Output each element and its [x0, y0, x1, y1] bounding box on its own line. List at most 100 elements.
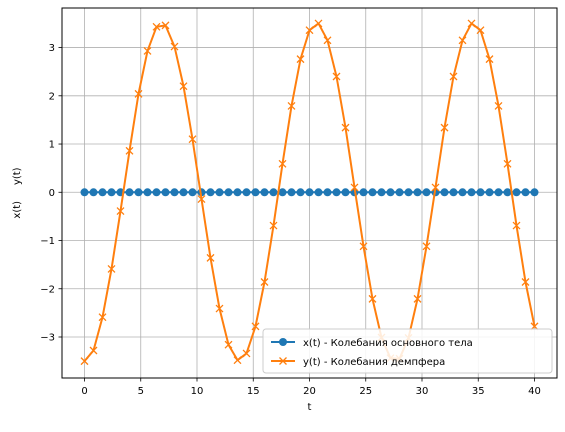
data-point [143, 188, 152, 197]
data-point [458, 188, 467, 197]
data-point [404, 188, 413, 197]
data-point [224, 340, 233, 349]
data-point [332, 72, 341, 81]
data-point [476, 188, 485, 197]
data-point [287, 101, 296, 110]
legend-marker [279, 338, 287, 346]
legend-item: y(t) - Колебания демпфера [271, 357, 445, 368]
legend-item: x(t) - Колебания основного тела [271, 338, 473, 349]
data-point [305, 26, 314, 35]
data-point [431, 183, 440, 192]
data-point [449, 72, 458, 81]
x-axis-label: t [308, 402, 312, 413]
data-point [89, 346, 98, 355]
data-point [323, 188, 332, 197]
data-point [503, 159, 512, 168]
y-tick-label: −2 [40, 284, 55, 295]
data-point [476, 26, 485, 35]
data-point [521, 278, 530, 286]
data-point [368, 188, 377, 197]
legend-marker [279, 357, 287, 365]
data-point [161, 188, 170, 197]
data-point [224, 188, 233, 197]
data-point [242, 349, 251, 358]
data-point [179, 82, 188, 91]
data-point [287, 188, 296, 197]
data-point [233, 188, 242, 197]
data-point [341, 188, 350, 197]
data-point [485, 188, 494, 197]
data-point [98, 188, 107, 197]
data-point [278, 159, 287, 168]
x-tick-label: 15 [247, 386, 260, 397]
data-point [188, 135, 197, 144]
data-point [440, 188, 449, 197]
data-point [80, 357, 89, 366]
x-tick-label: 30 [416, 386, 429, 397]
data-point [242, 188, 251, 197]
data-point [449, 188, 458, 197]
data-point [512, 188, 521, 197]
data-point [188, 188, 197, 197]
data-point [215, 188, 224, 197]
data-point [494, 101, 503, 110]
data-point [332, 188, 341, 197]
x-tick-label: 35 [472, 386, 485, 397]
data-point [350, 183, 359, 192]
data-point [368, 294, 377, 303]
y-tick-label: 2 [49, 91, 55, 102]
data-point [440, 123, 449, 132]
data-point [359, 242, 368, 251]
data-point [206, 253, 215, 262]
data-point [422, 242, 431, 251]
data-point [503, 188, 512, 197]
data-point [152, 22, 161, 31]
data-point [485, 55, 494, 64]
data-point [494, 188, 503, 197]
data-point [233, 356, 242, 365]
data-point [161, 21, 170, 30]
y-tick-label: 1 [49, 140, 55, 151]
data-point [197, 195, 206, 203]
data-point [179, 188, 188, 197]
data-point [134, 188, 143, 197]
legend: x(t) - Колебания основного тела y(t) - Ко… [262, 328, 553, 374]
data-point [323, 36, 332, 45]
data-point [152, 188, 161, 197]
data-point [206, 188, 215, 197]
y-tick-label: −3 [40, 332, 55, 343]
data-point [296, 188, 305, 197]
legend-label: y(t) - Колебания демпфера [303, 357, 445, 368]
data-point [341, 123, 350, 132]
data-point [170, 42, 179, 51]
data-point [413, 188, 422, 197]
data-point [80, 188, 89, 197]
data-point [521, 188, 530, 197]
data-point [530, 188, 539, 197]
data-point [278, 188, 287, 197]
x-tick-label: 5 [138, 386, 144, 397]
data-point [314, 188, 323, 197]
x-tick-label: 20 [303, 386, 316, 397]
data-point [251, 322, 260, 331]
y-tick-label: −1 [40, 236, 55, 247]
data-point [386, 188, 395, 197]
data-point [359, 188, 368, 197]
data-point [125, 146, 134, 155]
y-tick-label: 3 [49, 43, 55, 54]
data-point [467, 19, 476, 28]
x-tick-label: 0 [81, 386, 87, 397]
data-point [260, 188, 269, 197]
data-point [467, 188, 476, 197]
series-1 [80, 188, 539, 197]
data-point [395, 188, 404, 197]
data-point [269, 221, 278, 230]
data-point [107, 188, 116, 197]
data-point [512, 221, 521, 230]
y-tick-label: 0 [49, 188, 55, 199]
data-point [296, 55, 305, 64]
data-point [116, 207, 125, 216]
ticks: 0 5 10 15 20 25 30 35 40 −3 −2 −1 0 1 2 3 [40, 43, 541, 397]
data-point [422, 188, 431, 197]
